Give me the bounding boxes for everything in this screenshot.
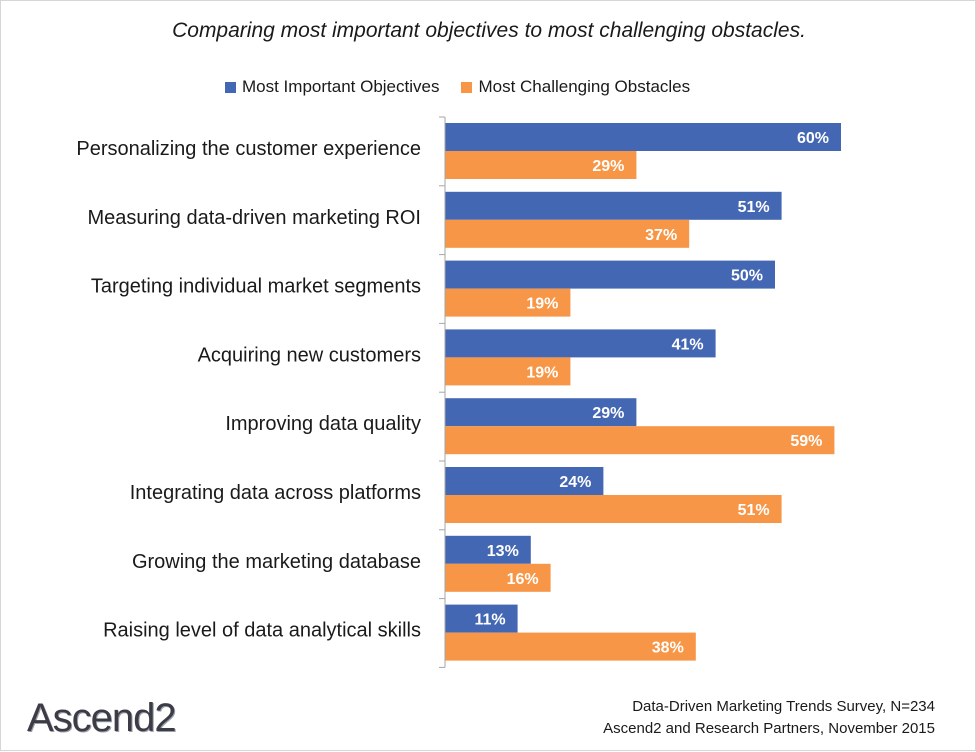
bar-obstacles <box>445 357 571 386</box>
category-label: Acquiring new customers <box>198 344 421 366</box>
data-label: 11% <box>474 612 505 629</box>
data-label: 51% <box>738 502 770 519</box>
data-label: 59% <box>790 433 822 450</box>
category-label: Personalizing the customer experience <box>76 138 421 160</box>
data-label: 29% <box>592 405 624 422</box>
bar-objectives <box>445 260 775 289</box>
bar-obstacles <box>445 219 690 248</box>
data-label: 19% <box>526 364 558 381</box>
legend-item-objectives: Most Important Objectives <box>225 77 439 97</box>
bar-obstacles <box>445 495 782 523</box>
legend-swatch-obstacles <box>461 81 473 93</box>
legend-item-obstacles: Most Challenging Obstacles <box>461 77 690 97</box>
bar-objectives <box>445 467 604 495</box>
data-label: 19% <box>526 296 558 313</box>
legend-swatch-objectives <box>225 81 236 93</box>
bar-objectives <box>445 604 518 633</box>
source-line-2: Ascend2 and Research Partners, November … <box>603 720 935 737</box>
data-label: 29% <box>592 158 624 175</box>
data-label: 41% <box>672 336 704 353</box>
category-label: Growing the marketing database <box>132 551 421 573</box>
legend: Most Important Objectives Most Challengi… <box>225 77 690 97</box>
category-label: Raising level of data analytical skills <box>103 620 421 642</box>
data-label: 16% <box>507 571 539 588</box>
bar-obstacles <box>445 288 571 317</box>
category-label: Measuring data-driven marketing ROI <box>88 207 421 229</box>
category-label: Improving data quality <box>225 413 421 435</box>
bar-obstacles <box>445 563 551 592</box>
bar-objectives <box>445 535 531 564</box>
bar-obstacles <box>445 632 696 661</box>
bar-obstacles <box>445 426 835 455</box>
bar-objectives <box>445 398 637 427</box>
source-footer: Data-Driven Marketing Trends Survey, N=2… <box>603 696 935 740</box>
bar-obstacles <box>445 151 637 179</box>
bar-objectives <box>445 191 782 220</box>
data-label: 51% <box>738 199 770 216</box>
category-label: Targeting individual market segments <box>91 276 421 298</box>
data-label: 60% <box>797 130 829 147</box>
legend-label-obstacles: Most Challenging Obstacles <box>478 77 691 96</box>
data-label: 24% <box>559 474 591 491</box>
data-label: 38% <box>652 640 684 657</box>
chart-title: Comparing most important objectives to m… <box>172 19 806 42</box>
category-label: Integrating data across platforms <box>130 482 421 504</box>
data-label: 13% <box>487 543 519 560</box>
bar-objectives <box>445 123 841 151</box>
legend-label-objectives: Most Important Objectives <box>242 77 440 96</box>
ascend2-logo: Ascend2 <box>27 696 177 740</box>
data-label: 37% <box>645 227 677 244</box>
source-line-1: Data-Driven Marketing Trends Survey, N=2… <box>632 698 935 715</box>
bar-objectives <box>445 329 716 358</box>
data-label: 50% <box>731 268 763 285</box>
